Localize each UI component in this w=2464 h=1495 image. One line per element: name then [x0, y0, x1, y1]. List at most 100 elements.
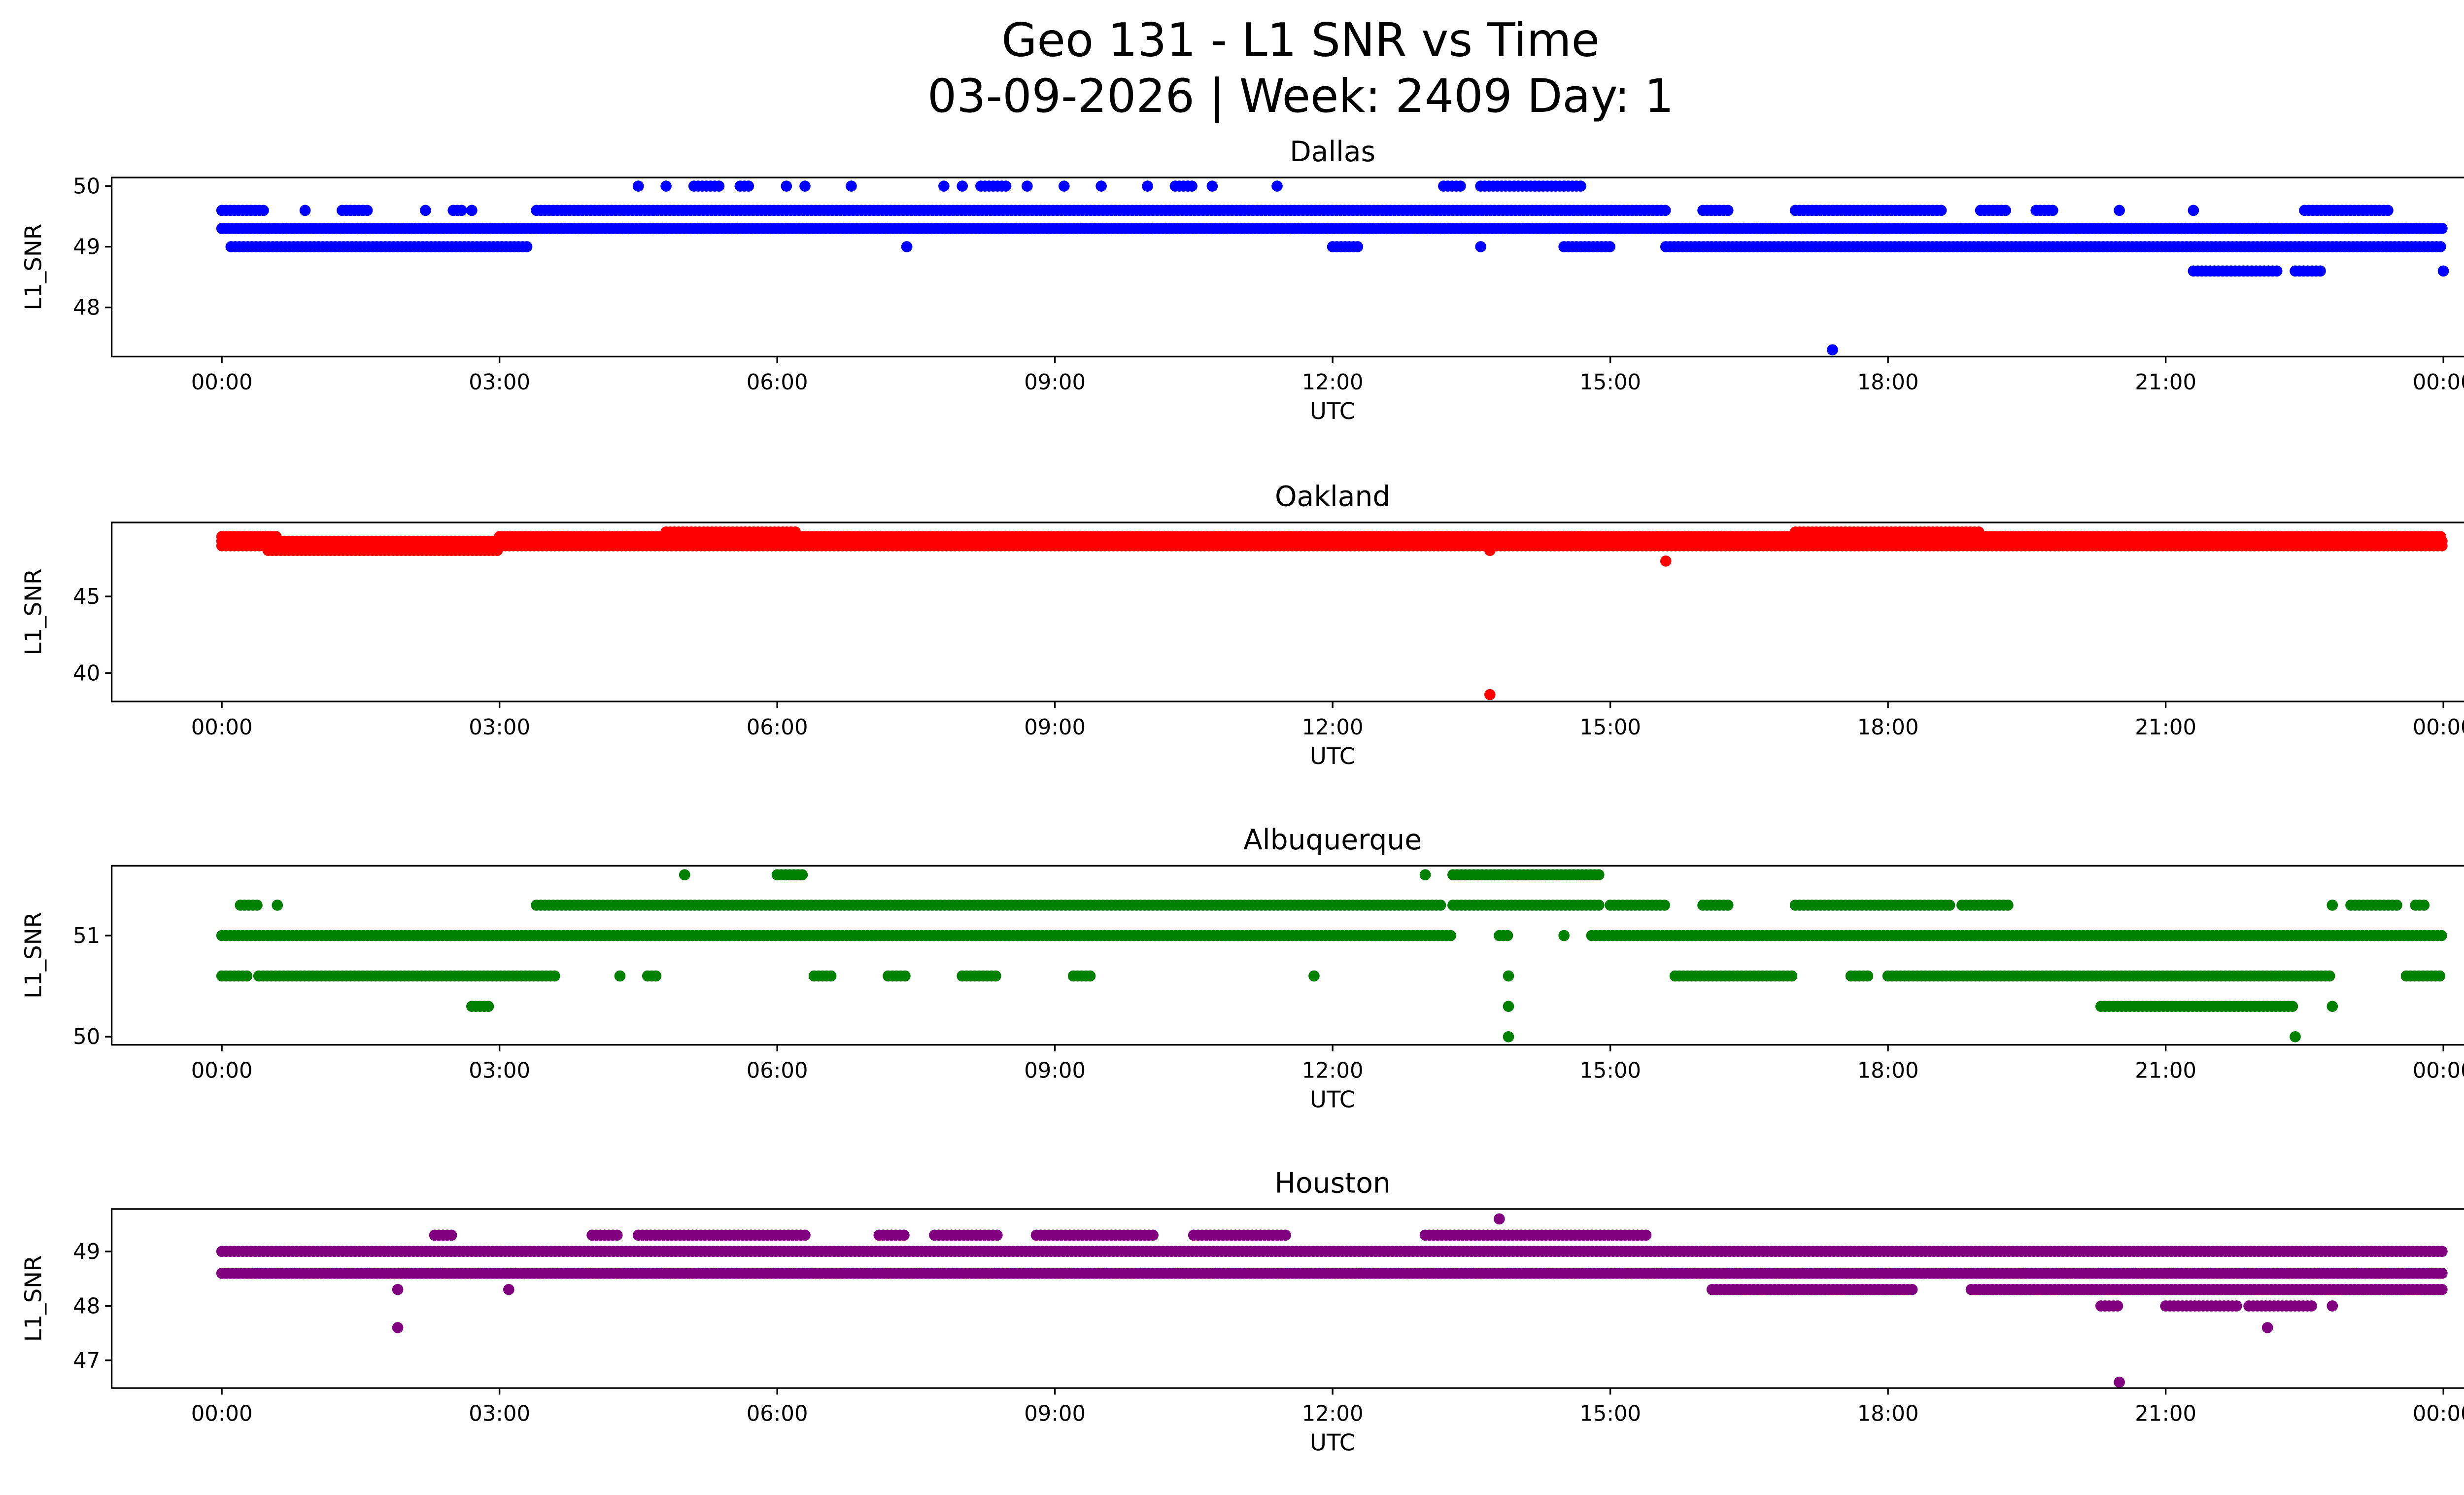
- data-point: [1558, 930, 1570, 941]
- x-tick-label: 06:00: [747, 715, 808, 740]
- data-point: [1593, 900, 1605, 911]
- data-point: [713, 180, 725, 192]
- data-point: [466, 205, 478, 216]
- data-point: [2271, 265, 2283, 277]
- x-tick-label: 15:00: [1579, 370, 1641, 395]
- x-tick-label: 00:00: [2413, 1058, 2464, 1083]
- data-point: [2002, 900, 2014, 911]
- x-tick-label: 18:00: [1857, 1058, 1919, 1083]
- data-point: [1308, 970, 1320, 982]
- x-tick-label: 00:00: [2413, 715, 2464, 740]
- data-point: [1722, 205, 1734, 216]
- data-point: [1827, 344, 1838, 356]
- data-point: [1944, 900, 1955, 911]
- scatter-points: [216, 180, 2449, 356]
- y-tick-label: 48: [73, 296, 100, 320]
- x-tick-label: 09:00: [1024, 370, 1086, 395]
- data-point: [2327, 1001, 2338, 1012]
- data-point: [2188, 205, 2199, 216]
- data-point: [1973, 526, 1985, 538]
- data-point: [2437, 265, 2449, 277]
- panel-title: Dallas: [1290, 136, 1375, 168]
- x-axis-label: UTC: [1310, 743, 1355, 770]
- y-tick-label: 50: [73, 174, 100, 199]
- data-point: [1862, 970, 1874, 982]
- x-axis-label: UTC: [1310, 398, 1355, 425]
- data-point: [1935, 205, 1947, 216]
- data-point: [2047, 205, 2058, 216]
- data-point: [2434, 970, 2446, 982]
- data-point: [1722, 900, 1734, 911]
- x-tick-label: 21:00: [2135, 1058, 2196, 1083]
- data-point: [2435, 531, 2446, 542]
- data-point: [2391, 900, 2402, 911]
- data-point: [743, 180, 754, 192]
- data-point: [1142, 180, 1153, 192]
- data-point: [482, 1001, 494, 1012]
- data-point: [1419, 869, 1431, 881]
- y-tick-label: 51: [73, 924, 100, 948]
- x-tick-label: 00:00: [191, 715, 253, 740]
- data-point: [2436, 1267, 2448, 1279]
- data-point: [2315, 265, 2326, 277]
- data-point: [1503, 970, 1514, 982]
- x-tick-label: 09:00: [1024, 715, 1086, 740]
- x-tick-label: 12:00: [1302, 1058, 1364, 1083]
- data-point: [1502, 930, 1513, 941]
- x-tick-label: 18:00: [1857, 370, 1919, 395]
- x-tick-label: 15:00: [1579, 715, 1641, 740]
- data-point: [1352, 241, 1364, 252]
- data-point: [548, 970, 560, 982]
- data-point: [1000, 180, 1012, 192]
- data-point: [901, 241, 913, 252]
- x-tick-label: 03:00: [469, 370, 530, 395]
- data-point: [361, 205, 373, 216]
- data-point: [789, 526, 801, 538]
- data-point: [2436, 223, 2448, 234]
- x-tick-label: 12:00: [1302, 370, 1364, 395]
- chart-title: Geo 131 - L1 SNR vs Time: [1001, 14, 1600, 68]
- scatter-points: [216, 526, 2448, 700]
- data-point: [1084, 970, 1096, 982]
- data-point: [251, 900, 263, 911]
- data-point: [1575, 180, 1586, 192]
- data-point: [825, 970, 837, 982]
- x-axis-label: UTC: [1310, 1086, 1355, 1113]
- data-point: [650, 970, 662, 982]
- panel-title: Oakland: [1275, 481, 1390, 513]
- data-point: [660, 180, 672, 192]
- x-tick-label: 18:00: [1857, 715, 1919, 740]
- data-point: [1445, 930, 1457, 941]
- y-axis-label: L1_SNR: [20, 912, 47, 999]
- data-point: [1659, 205, 1671, 216]
- data-point: [456, 205, 468, 216]
- x-tick-label: 00:00: [191, 1058, 253, 1083]
- y-tick-label: 40: [73, 661, 100, 686]
- data-point: [521, 241, 533, 252]
- data-point: [2436, 930, 2447, 941]
- x-tick-label: 06:00: [747, 370, 808, 395]
- x-tick-label: 03:00: [469, 715, 530, 740]
- data-point: [1484, 689, 1496, 700]
- x-tick-label: 06:00: [747, 1058, 808, 1083]
- data-point: [796, 869, 808, 881]
- x-tick-label: 15:00: [1579, 1058, 1641, 1083]
- scatter-points: [216, 869, 2447, 1043]
- data-point: [1484, 545, 1496, 556]
- data-point: [270, 531, 282, 542]
- data-point: [2324, 970, 2335, 982]
- data-point: [632, 180, 644, 192]
- data-point: [2287, 1001, 2298, 1012]
- data-point: [241, 970, 253, 982]
- axes-frame: [110, 176, 2464, 358]
- data-point: [299, 205, 311, 216]
- data-point: [1604, 241, 1615, 252]
- data-point: [1058, 180, 1070, 192]
- data-point: [2000, 205, 2012, 216]
- y-tick-label: 49: [73, 235, 100, 260]
- y-axis-label: L1_SNR: [20, 224, 47, 311]
